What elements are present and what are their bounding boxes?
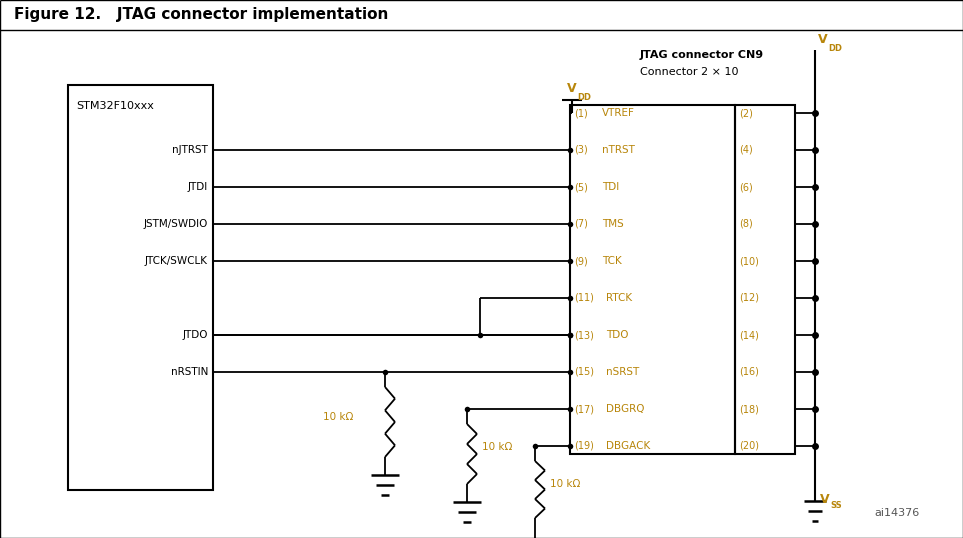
- Text: JTDO: JTDO: [183, 330, 208, 340]
- Text: RTCK: RTCK: [606, 293, 632, 303]
- Text: (20): (20): [739, 441, 759, 451]
- Text: (9): (9): [574, 256, 587, 266]
- Text: (15): (15): [574, 367, 594, 377]
- Text: 10 kΩ: 10 kΩ: [482, 442, 512, 452]
- Text: (5): (5): [574, 182, 587, 192]
- Text: TDI: TDI: [602, 182, 619, 192]
- Text: nJTRST: nJTRST: [172, 145, 208, 155]
- Text: VTREF: VTREF: [602, 108, 635, 118]
- Text: V: V: [818, 33, 827, 46]
- Text: (14): (14): [739, 330, 759, 340]
- Text: TMS: TMS: [602, 219, 624, 229]
- Text: TCK: TCK: [602, 256, 622, 266]
- Text: (13): (13): [574, 330, 594, 340]
- Text: nTRST: nTRST: [602, 145, 635, 155]
- Text: Connector 2 × 10: Connector 2 × 10: [640, 67, 739, 77]
- Text: (2): (2): [739, 108, 753, 118]
- Bar: [68, 85, 213, 490]
- Text: (18): (18): [739, 404, 759, 414]
- Text: (11): (11): [574, 293, 594, 303]
- Text: 10 kΩ: 10 kΩ: [550, 479, 581, 489]
- Text: TDO: TDO: [606, 330, 629, 340]
- Text: (7): (7): [574, 219, 587, 229]
- Text: Figure 12.   JTAG connector implementation: Figure 12. JTAG connector implementation: [14, 8, 388, 23]
- Text: (1): (1): [574, 108, 587, 118]
- Text: (19): (19): [574, 441, 594, 451]
- Text: STM32F10xxx: STM32F10xxx: [76, 101, 154, 111]
- Text: (10): (10): [739, 256, 759, 266]
- Bar: [570, 105, 735, 454]
- Text: JTDI: JTDI: [188, 182, 208, 192]
- Text: (6): (6): [739, 182, 753, 192]
- Text: nRSTIN: nRSTIN: [170, 367, 208, 377]
- Text: (12): (12): [739, 293, 759, 303]
- Text: DD: DD: [828, 44, 842, 53]
- Bar: [735, 105, 795, 454]
- Text: JSTM/SWDIO: JSTM/SWDIO: [143, 219, 208, 229]
- Text: (3): (3): [574, 145, 587, 155]
- Text: DD: DD: [577, 93, 591, 102]
- Text: DBGRQ: DBGRQ: [606, 404, 644, 414]
- Text: (17): (17): [574, 404, 594, 414]
- Text: (8): (8): [739, 219, 753, 229]
- Text: DBGACK: DBGACK: [606, 441, 650, 451]
- Text: (4): (4): [739, 145, 753, 155]
- Text: V: V: [567, 82, 577, 95]
- Text: (16): (16): [739, 367, 759, 377]
- Text: 10 kΩ: 10 kΩ: [323, 412, 353, 422]
- Text: nSRST: nSRST: [606, 367, 639, 377]
- Text: SS: SS: [830, 501, 842, 510]
- Text: JTCK/SWCLK: JTCK/SWCLK: [145, 256, 208, 266]
- Text: ai14376: ai14376: [874, 508, 920, 518]
- Text: V: V: [820, 493, 830, 506]
- Text: JTAG connector CN9: JTAG connector CN9: [640, 50, 764, 60]
